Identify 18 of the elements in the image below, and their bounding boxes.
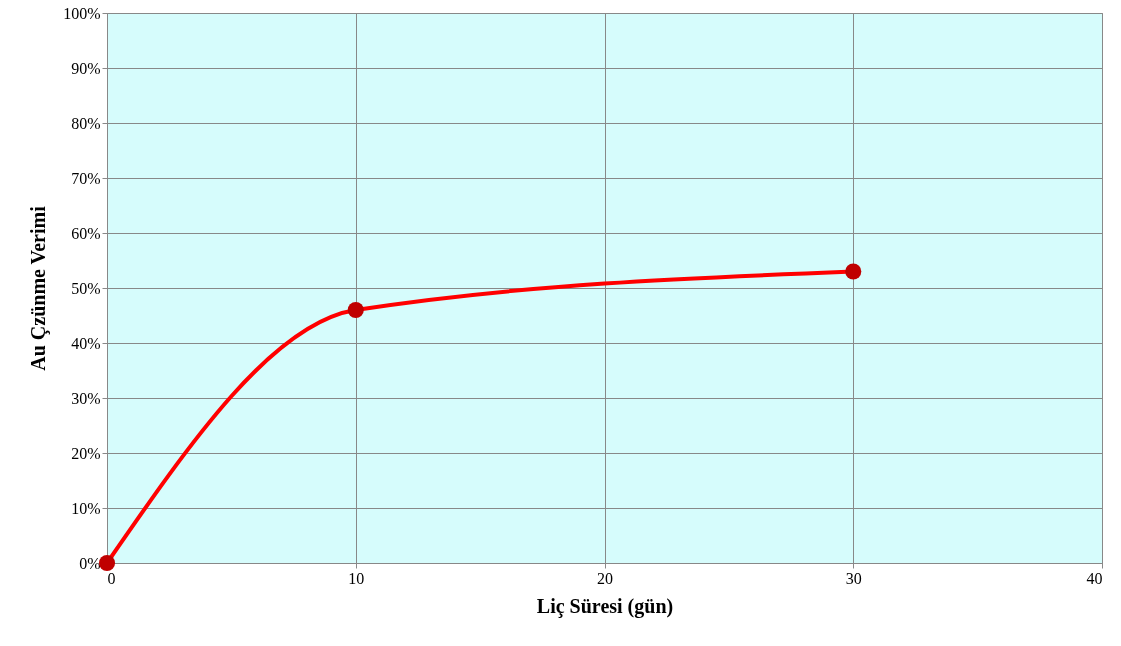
x-axis-title: Liç Süresi (gün) — [536, 594, 674, 618]
y-tick-label: 40% — [71, 334, 101, 352]
y-tick-label: 100% — [63, 4, 101, 22]
y-tick-label: 50% — [71, 279, 101, 297]
x-tick-label: 40 — [1086, 569, 1103, 587]
y-tick-label: 60% — [71, 224, 101, 242]
y-tick-label: 90% — [71, 59, 101, 77]
y-tick-label: 30% — [71, 389, 101, 407]
x-tick-label: 30 — [845, 569, 862, 587]
y-tick-label: 80% — [71, 114, 101, 132]
x-tick-label: 0 — [107, 569, 116, 587]
x-tick-label: 20 — [597, 569, 613, 587]
y-tick-label: 20% — [71, 444, 101, 462]
y-tick-label: 70% — [71, 169, 101, 187]
y-tick-label: 10% — [71, 499, 101, 517]
y-tick-label: 0% — [79, 554, 101, 572]
x-tick-label: 10 — [348, 569, 365, 587]
y-axis-title: Au Çzünme Verimi — [27, 205, 51, 371]
